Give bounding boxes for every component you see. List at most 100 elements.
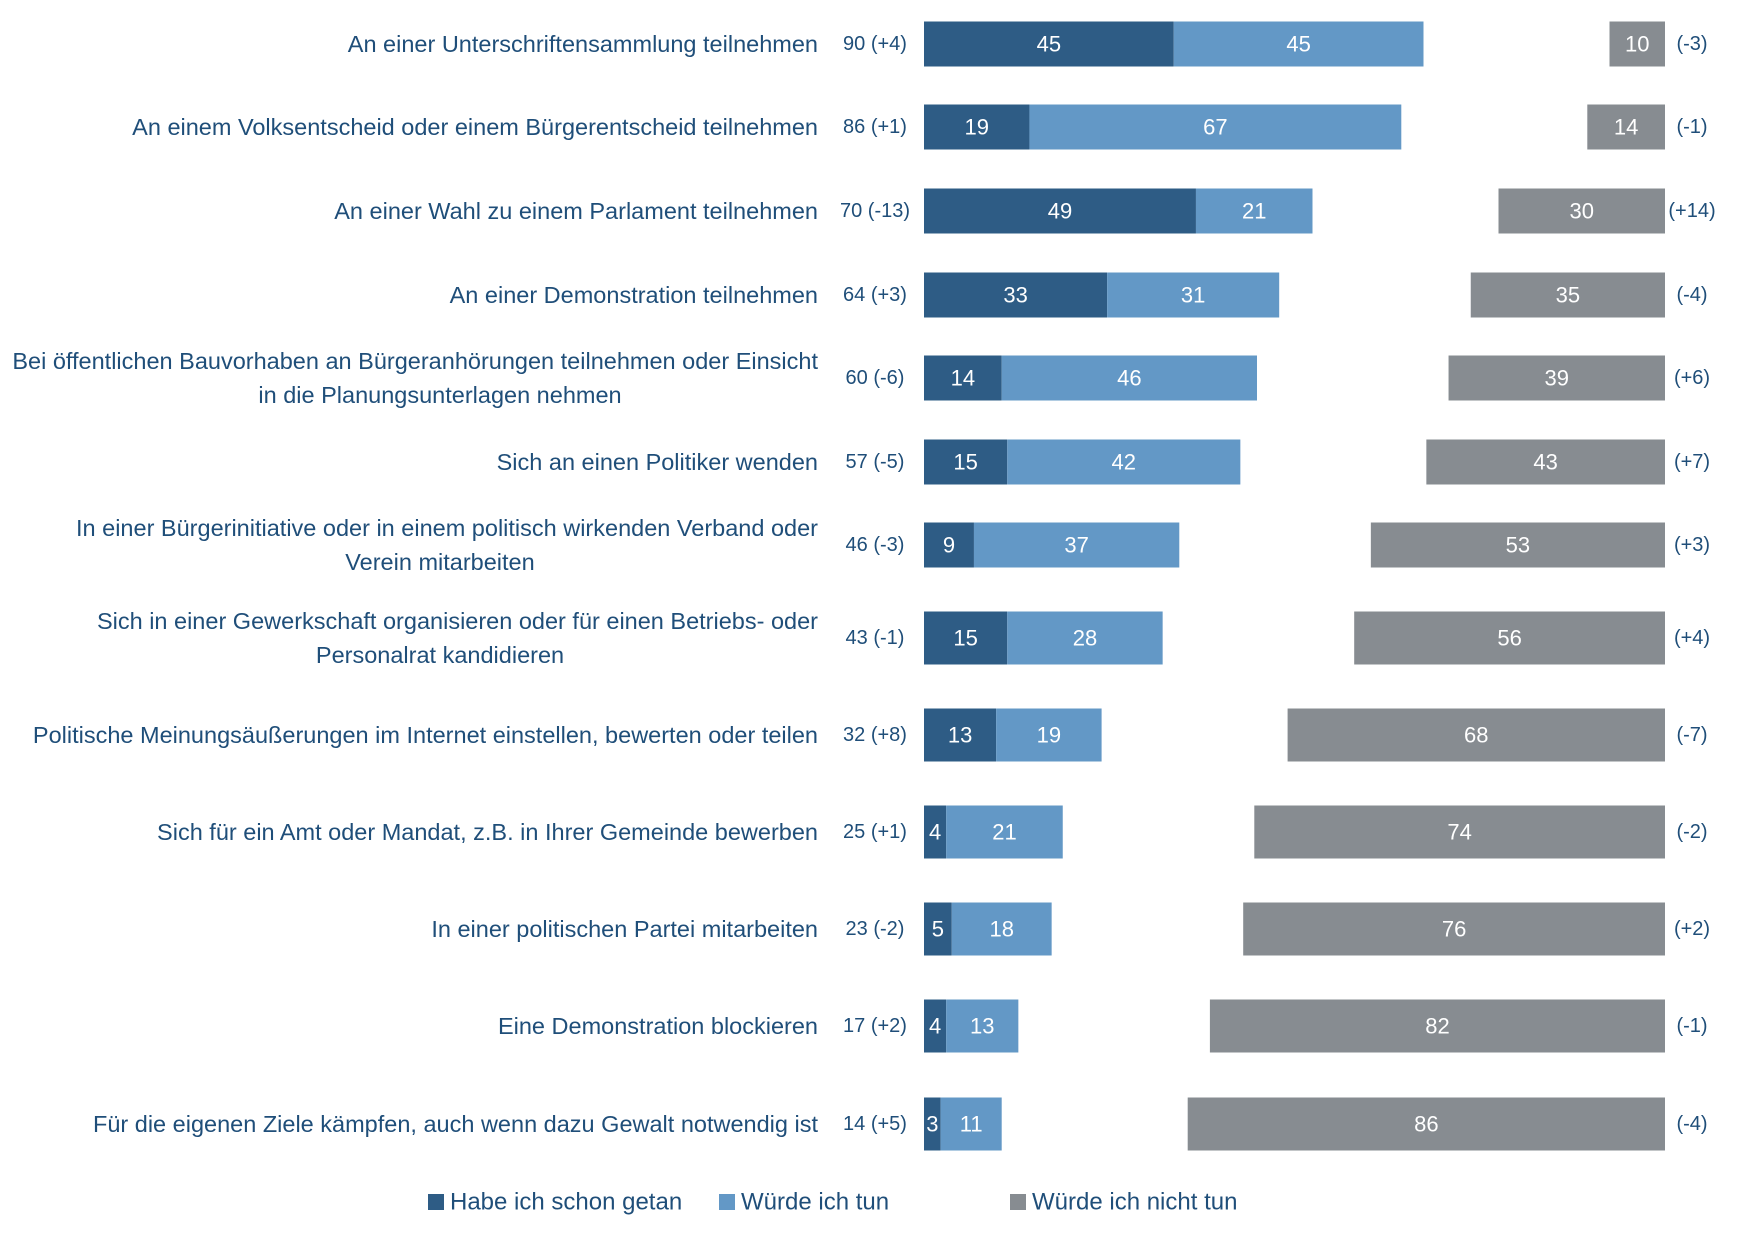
bar-would-label: 11 (960, 1112, 983, 1137)
category-label: Sich in einer Gewerkschaft organisieren … (97, 608, 818, 634)
bar-done-label: 13 (948, 723, 972, 748)
bar-would (1029, 104, 1402, 150)
category-label: Bei öffentlichen Bauvorhaben an Bürgeran… (12, 348, 818, 374)
category-label: Sich für ein Amt oder Mandat, z.B. in Ih… (157, 819, 818, 845)
category-label-line2: in die Planungsunterlagen nehmen (258, 382, 621, 408)
legend-item: Würde ich tun (719, 1189, 889, 1216)
bar-would-not (1243, 902, 1665, 956)
bar-would-not-label: 76 (1442, 917, 1466, 942)
change-label: (-7) (1676, 724, 1707, 746)
change-label: (+7) (1674, 451, 1710, 473)
bar-would-label: 45 (1286, 32, 1310, 57)
total-label: 46 (-3) (846, 534, 905, 556)
legend: Habe ich schon getan Würde ich tun Würde i… (428, 1189, 1237, 1216)
change-label: (-1) (1676, 1015, 1707, 1037)
total-label: 25 (+1) (843, 821, 907, 843)
chart-row: Für die eigenen Ziele kämpfen, auch wenn… (93, 1097, 1708, 1151)
bar-would-label: 21 (1242, 199, 1266, 224)
bar-would-not-label: 68 (1464, 723, 1488, 748)
bar-would (1173, 21, 1424, 67)
bar-would-not (1448, 355, 1665, 401)
bar-would (951, 902, 1052, 956)
total-label: 90 (+4) (843, 33, 907, 55)
bar-would-not (1187, 1097, 1665, 1151)
total-label: 43 (-1) (846, 627, 905, 649)
change-label: (+3) (1674, 534, 1710, 556)
chart-row: In einer Bürgerinitiative oder in einem … (76, 515, 1710, 575)
bar-done-label: 5 (932, 917, 944, 942)
bar-would-label: 13 (970, 1014, 994, 1039)
bar-would-not-label: 82 (1425, 1014, 1449, 1039)
bar-done (924, 805, 947, 859)
bar-would-not (1470, 272, 1665, 318)
bar-would-not-label: 53 (1506, 533, 1530, 558)
change-label: (-4) (1676, 284, 1707, 306)
bar-would-not (1426, 439, 1665, 485)
category-label: An einer Demonstration teilnehmen (450, 282, 818, 308)
chart-row: Sich in einer Gewerkschaft organisieren … (97, 608, 1710, 668)
bar-would-label: 42 (1112, 450, 1136, 475)
bar-would-not (1254, 805, 1665, 859)
category-label: Eine Demonstration blockieren (498, 1013, 818, 1039)
bar-would-not (1498, 188, 1665, 234)
bar-done-label: 33 (1003, 283, 1027, 308)
chart-row: Politische Meinungsäußerungen im Interne… (33, 708, 1708, 762)
chart-row: An einer Wahl zu einem Parlament teilneh… (334, 188, 1716, 234)
chart-row: Eine Demonstration blockieren 17 (+2) 4 13 8… (498, 999, 1708, 1053)
bar-would-not (1587, 104, 1665, 150)
bar-would (1001, 355, 1257, 401)
bar-would (946, 999, 1019, 1053)
category-label: Für die eigenen Ziele kämpfen, auch wenn… (93, 1111, 818, 1137)
category-label: In einer Bürgerinitiative oder in einem … (76, 515, 818, 541)
bar-done (924, 188, 1196, 234)
bar-done-label: 14 (951, 366, 975, 391)
bar-done (924, 902, 952, 956)
chart-row: In einer politischen Partei mitarbeiten 2… (431, 902, 1710, 956)
bar-done (924, 1097, 941, 1151)
category-label: Sich an einen Politiker wenden (497, 449, 818, 475)
bar-done (924, 522, 974, 568)
bar-done (924, 708, 997, 762)
chart-row: Sich an einen Politiker wenden 57 (-5) 15 4… (497, 439, 1710, 485)
bar-done (924, 439, 1008, 485)
bar-would-label: 28 (1073, 626, 1097, 651)
change-label: (-4) (1676, 1113, 1707, 1135)
bar-done (924, 272, 1108, 318)
total-label: 14 (+5) (843, 1113, 907, 1135)
total-label: 32 (+8) (843, 724, 907, 746)
bar-would-not (1209, 999, 1665, 1053)
bar-done (924, 999, 947, 1053)
total-label: 17 (+2) (843, 1015, 907, 1037)
bar-would-not (1370, 522, 1665, 568)
change-label: (+14) (1668, 200, 1715, 222)
bar-would-label: 19 (1037, 723, 1061, 748)
bar-would-not (1609, 21, 1665, 67)
bar-done-label: 3 (926, 1112, 938, 1137)
bar-would-label: 31 (1181, 283, 1205, 308)
legend-swatch (1010, 1194, 1026, 1210)
chart-row: Bei öffentlichen Bauvorhaben an Bürgeran… (12, 348, 1710, 408)
bar-would (973, 522, 1180, 568)
legend-label: Würde ich tun (741, 1189, 889, 1216)
bar-done (924, 21, 1174, 67)
category-label-line2: Personalrat kandidieren (316, 642, 564, 668)
bar-would (1195, 188, 1313, 234)
bar-done-label: 15 (953, 450, 977, 475)
bar-would-not-label: 10 (1625, 32, 1649, 57)
legend-item: Würde ich nicht tun (1010, 1189, 1237, 1216)
change-label: (-3) (1676, 33, 1707, 55)
bar-would-label: 21 (992, 820, 1016, 845)
bar-would-label: 18 (989, 917, 1013, 942)
bar-done-label: 45 (1037, 32, 1061, 57)
total-label: 64 (+3) (843, 284, 907, 306)
change-label: (+6) (1674, 367, 1710, 389)
bar-would (1007, 611, 1163, 665)
chart-row: Sich für ein Amt oder Mandat, z.B. in Ih… (157, 805, 1708, 859)
bar-done-label: 9 (943, 533, 955, 558)
total-label: 57 (-5) (846, 451, 905, 473)
category-label: An einem Volksentscheid oder einem Bürge… (132, 114, 818, 140)
change-label: (-1) (1676, 116, 1707, 138)
change-label: (-2) (1676, 821, 1707, 843)
bar-done (924, 355, 1002, 401)
bar-would (996, 708, 1102, 762)
